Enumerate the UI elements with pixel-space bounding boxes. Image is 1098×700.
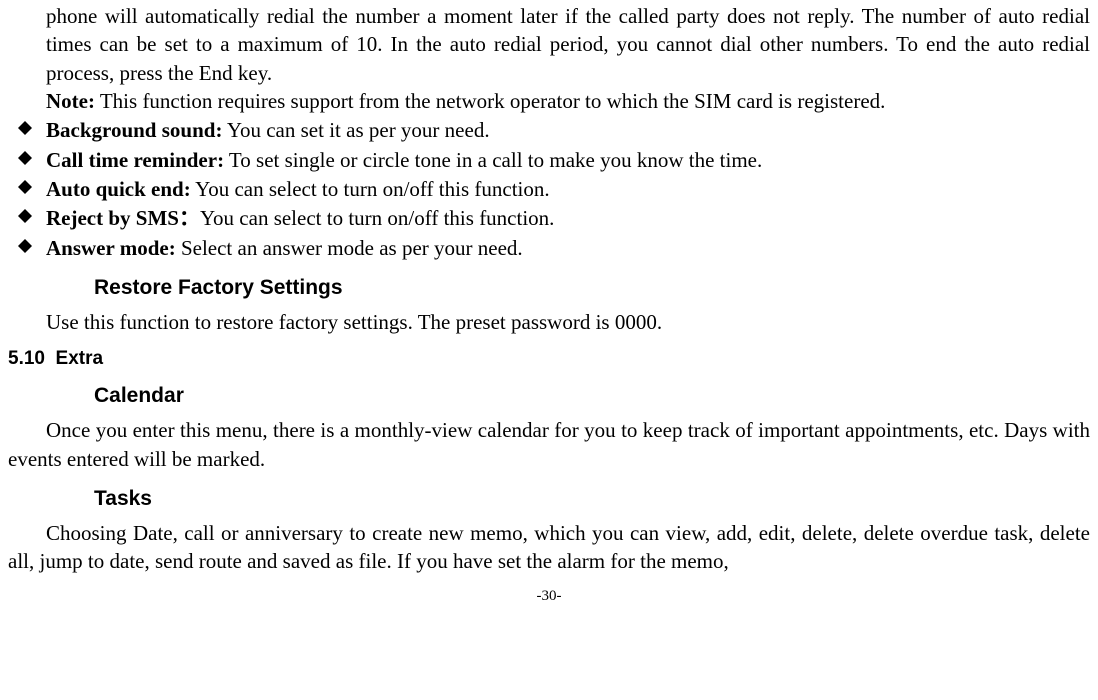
tasks-body: Choosing Date, call or anniversary to cr…	[8, 519, 1090, 576]
bullet-label: Call time reminder:	[46, 148, 224, 172]
calendar-body: Once you enter this menu, there is a mon…	[8, 416, 1090, 473]
diamond-icon	[18, 209, 32, 223]
section-number: 5.10	[8, 348, 45, 369]
bullet-text: Select an answer mode as per your need.	[176, 236, 523, 260]
bullet-item: Call time reminder: To set single or cir…	[8, 146, 1090, 174]
restore-body: Use this function to restore factory set…	[8, 308, 1090, 336]
bullet-label: Auto quick end:	[46, 177, 191, 201]
note-text: This function requires support from the …	[95, 89, 885, 113]
section-title: Extra	[56, 348, 104, 369]
bullet-label: Answer mode:	[46, 236, 176, 260]
calendar-heading: Calendar	[94, 384, 1090, 408]
bullet-text: You can set it as per your need.	[222, 118, 489, 142]
note-label: Note:	[46, 89, 95, 113]
restore-heading: Restore Factory Settings	[94, 276, 1090, 300]
diamond-icon	[18, 151, 32, 165]
bullet-item: Reject by SMS：You can select to turn on/…	[8, 204, 1090, 232]
bullet-label: Reject by SMS：	[46, 206, 200, 230]
bullet-item: Background sound: You can set it as per …	[8, 116, 1090, 144]
bullet-text: You can select to turn on/off this funct…	[191, 177, 550, 201]
bullet-text: You can select to turn on/off this funct…	[200, 206, 554, 230]
section-header: 5.10 Extra	[8, 348, 1090, 370]
intro-paragraph: phone will automatically redial the numb…	[46, 2, 1090, 87]
bullet-text: To set single or circle tone in a call t…	[224, 148, 762, 172]
diamond-icon	[18, 239, 32, 253]
diamond-icon	[18, 121, 32, 135]
bullet-item: Auto quick end: You can select to turn o…	[8, 175, 1090, 203]
bullet-item: Answer mode: Select an answer mode as pe…	[8, 234, 1090, 262]
page-number: -30-	[8, 588, 1090, 605]
intro-note: Note: This function requires support fro…	[46, 87, 1090, 115]
tasks-heading: Tasks	[94, 487, 1090, 511]
bullet-label: Background sound:	[46, 118, 222, 142]
diamond-icon	[18, 180, 32, 194]
